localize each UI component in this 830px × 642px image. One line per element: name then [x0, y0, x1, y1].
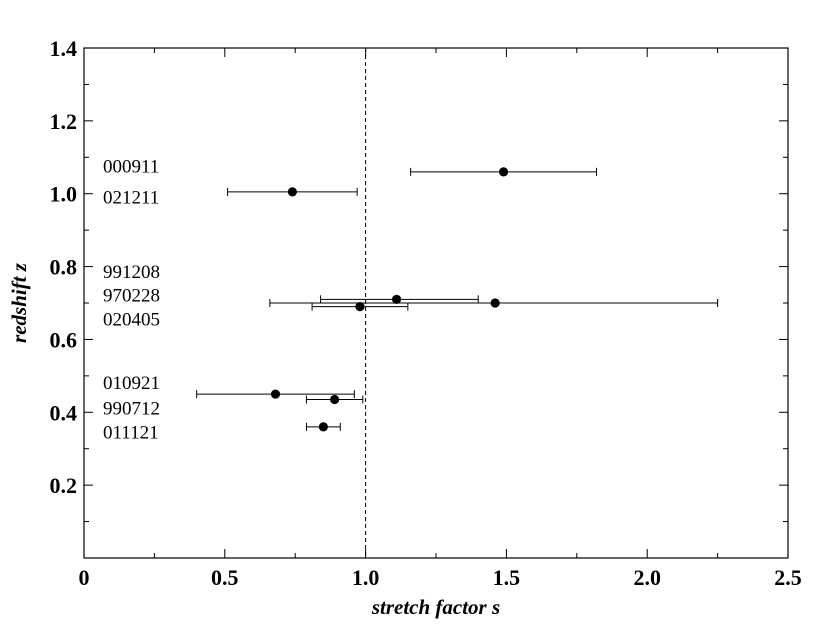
x-tick-label: 2.0: [633, 565, 661, 590]
data-point: [490, 298, 500, 308]
data-point: [330, 394, 340, 405]
data-point: [391, 294, 402, 304]
x-tick-label: 2.5: [774, 565, 802, 590]
y-axis-title: redshift z: [7, 262, 31, 343]
sn-label: 011121: [103, 422, 159, 443]
data-points: [270, 167, 509, 432]
x-tick-label: 1.5: [493, 565, 521, 590]
sn-label: 021211: [103, 187, 159, 208]
data-point: [270, 389, 281, 399]
y-tick-label: 0.2: [50, 473, 78, 498]
data-point: [287, 187, 297, 197]
sn-label: 020405: [103, 309, 160, 330]
y-tick-label: 1.2: [50, 109, 78, 134]
sn-label: 991208: [103, 262, 160, 283]
data-point: [498, 167, 509, 177]
data-point: [355, 302, 365, 312]
x-axis-title: stretch factor s: [371, 595, 500, 619]
x-tick-label: 1.0: [352, 565, 380, 590]
data-point: [318, 422, 328, 432]
y-tick-label: 0.8: [50, 255, 78, 280]
x-tick-label: 0.5: [211, 565, 239, 590]
sn-label: 010921: [103, 373, 160, 394]
sn-label: 990712: [103, 399, 160, 420]
y-tick-label: 1.4: [50, 36, 78, 61]
y-tick-label: 0.6: [50, 327, 78, 352]
tick-labels: 0 0.5 1.0 1.5 2.0 2.5 0.2 0.4 0.6 0.8 1.0 1.2 1.4: [50, 36, 802, 590]
x-tick-label: 0: [79, 565, 90, 590]
sn-label: 000911: [103, 156, 159, 177]
sn-label: 970228: [103, 286, 160, 307]
y-tick-label: 0.4: [50, 400, 78, 425]
y-tick-label: 1.0: [50, 182, 78, 207]
